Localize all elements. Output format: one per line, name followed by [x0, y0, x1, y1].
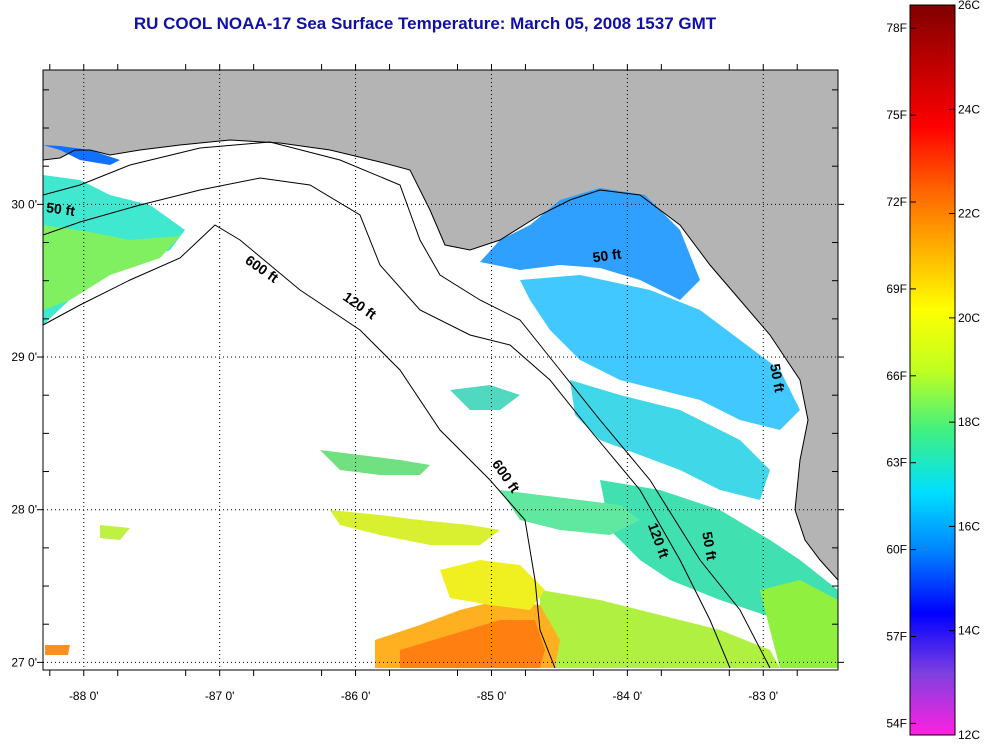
- y-tick-label: 30 0': [11, 197, 37, 211]
- y-tick-label: 29 0': [11, 350, 37, 364]
- x-tick-label: -84 0': [613, 689, 643, 703]
- contour-50ft-line: [43, 141, 771, 669]
- sst-patch-coast-south: [760, 580, 838, 668]
- sst-patch-green-west: [320, 450, 430, 475]
- sst-patch-mobile-green: [43, 225, 180, 310]
- contour-label: 50 ft: [699, 530, 720, 561]
- sst-patch-green-mid: [500, 490, 640, 535]
- x-tick-label: -83 0': [748, 689, 778, 703]
- sst-patch-mid-green: [540, 590, 780, 668]
- sst-patch-warm-core: [400, 620, 545, 668]
- x-tick-label: -88 0': [69, 689, 99, 703]
- contour-label: 50 ft: [767, 362, 788, 393]
- sst-patch-mobile-blue: [43, 145, 120, 165]
- contour-120ft-line: [43, 177, 731, 669]
- contour-label: 50 ft: [45, 199, 76, 219]
- sst-patch-bigbend-light: [520, 275, 800, 430]
- coastline: [43, 139, 838, 581]
- sst-patch-yellow-west: [330, 510, 500, 545]
- y-tick-label: 28 0': [11, 503, 37, 517]
- sst-patch-bigbend: [480, 188, 700, 300]
- contour-600ft-line: [43, 224, 556, 669]
- plot-frame: [42, 69, 839, 671]
- sst-patch-orange-w: [45, 645, 70, 655]
- sst-patch-yellow-band: [440, 560, 545, 610]
- x-tick-label: -86 0': [341, 689, 371, 703]
- sst-patch-far-west: [100, 525, 130, 540]
- sst-patch-light-mid: [450, 385, 520, 410]
- sst-patch-shelf-mid: [570, 380, 770, 500]
- map-title: RU COOL NOAA-17 Sea Surface Temperature:…: [133, 14, 717, 33]
- x-tick-label: -85 0': [477, 689, 507, 703]
- sst-patches: [43, 145, 838, 668]
- x-tick-label: -87 0': [205, 689, 235, 703]
- contour-label: 50 ft: [592, 245, 623, 265]
- y-tick-label: 27 0': [11, 655, 37, 669]
